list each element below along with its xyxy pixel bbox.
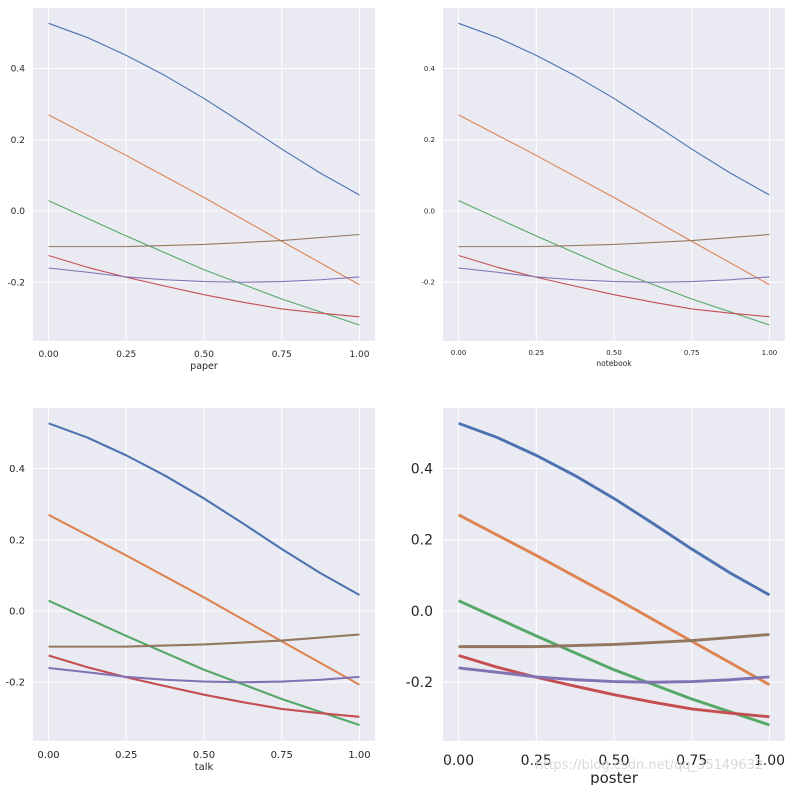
y-tick-label: -0.2 — [5, 678, 25, 689]
x-tick-label: 0.50 — [194, 350, 214, 360]
x-tick-label: 0.75 — [684, 349, 700, 357]
series-line-2 — [48, 599, 360, 726]
series-line-1 — [458, 114, 770, 286]
x-tick-label: 0.25 — [528, 349, 544, 357]
y-tick-label: 0.0 — [411, 604, 433, 620]
series-line-5 — [458, 633, 770, 649]
series-line-4 — [458, 666, 770, 684]
x-axis-label: talk — [195, 762, 214, 773]
y-tick-label: 0.2 — [11, 136, 25, 146]
series-line-1 — [48, 513, 360, 686]
x-axis-label: poster — [590, 769, 639, 785]
x-tick-label: 0.75 — [272, 350, 292, 360]
series-line-2 — [458, 200, 770, 326]
x-axis-label: paper — [190, 361, 218, 372]
series-line-4 — [48, 267, 360, 283]
x-tick-label: 1.00 — [349, 350, 369, 360]
x-tick-label: 0.50 — [193, 750, 215, 761]
y-tick-label: 0.4 — [411, 461, 433, 477]
y-tick-label: 0.2 — [424, 136, 435, 144]
x-tick-label: 0.50 — [606, 349, 622, 357]
y-tick-label: -0.2 — [406, 675, 433, 691]
subplot-poster: 0.00 0.25 0.50 0.75 1.00 -0.2 0.0 0.2 0.4 poster — [406, 408, 785, 785]
y-tick-label: 0.4 — [9, 464, 25, 475]
y-tick-label: 0.0 — [11, 207, 26, 217]
series-line-3 — [458, 654, 770, 719]
x-tick-label: 0.25 — [521, 753, 552, 769]
x-axis-label: notebook — [596, 359, 632, 368]
x-tick-label: 0.00 — [443, 753, 474, 769]
y-tick-label: 0.2 — [411, 533, 433, 549]
y-tick-label: 0.4 — [424, 65, 436, 73]
x-tick-label: 0.75 — [271, 750, 293, 761]
series-line-1 — [457, 513, 771, 686]
x-tick-label: 0.25 — [115, 750, 137, 761]
x-tick-label: 1.00 — [348, 750, 370, 761]
series-line-5 — [458, 233, 770, 248]
x-tick-label: 0.50 — [598, 753, 629, 769]
series-line-2 — [457, 599, 770, 727]
y-tick-label: 0.2 — [9, 535, 25, 546]
x-tick-label: 1.00 — [754, 753, 785, 769]
x-tick-label: 1.00 — [762, 349, 778, 357]
series-line-0 — [458, 421, 771, 597]
series-line-5 — [48, 633, 360, 648]
series-line-0 — [48, 22, 360, 196]
series-line-3 — [458, 254, 770, 318]
series-line-5 — [48, 233, 360, 248]
series-line-2 — [48, 200, 360, 326]
y-tick-label: 0.0 — [424, 207, 435, 215]
series-line-1 — [48, 114, 360, 286]
series-line-3 — [48, 654, 360, 718]
subplot-notebook: 0.00 0.25 0.50 0.75 1.00 -0.2 0.0 0.2 0.4 noteboo… — [421, 8, 785, 368]
y-tick-label: -0.2 — [7, 278, 25, 288]
series-line-0 — [458, 22, 770, 196]
y-tick-label: 0.4 — [11, 65, 26, 75]
subplot-paper: 0.00 0.25 0.50 0.75 1.00 -0.2 0.0 0.2 0.4 paper — [7, 8, 375, 372]
x-tick-label: 0.00 — [37, 750, 59, 761]
y-tick-label: -0.2 — [421, 279, 435, 287]
y-tick-label: 0.0 — [9, 607, 25, 618]
x-tick-label: 0.75 — [676, 753, 707, 769]
x-tick-label: 0.00 — [451, 349, 467, 357]
x-tick-label: 0.25 — [116, 350, 136, 360]
x-tick-label: 0.00 — [39, 350, 59, 360]
series-line-3 — [48, 254, 360, 318]
series-line-4 — [458, 267, 770, 283]
subplot-talk: 0.00 0.25 0.50 0.75 1.00 -0.2 0.0 0.2 0.4 talk — [5, 408, 375, 773]
series-line-0 — [48, 422, 360, 596]
series-line-4 — [48, 666, 360, 684]
watermark-text: https://blog.csdn.net/qq_35149632 — [535, 758, 764, 773]
